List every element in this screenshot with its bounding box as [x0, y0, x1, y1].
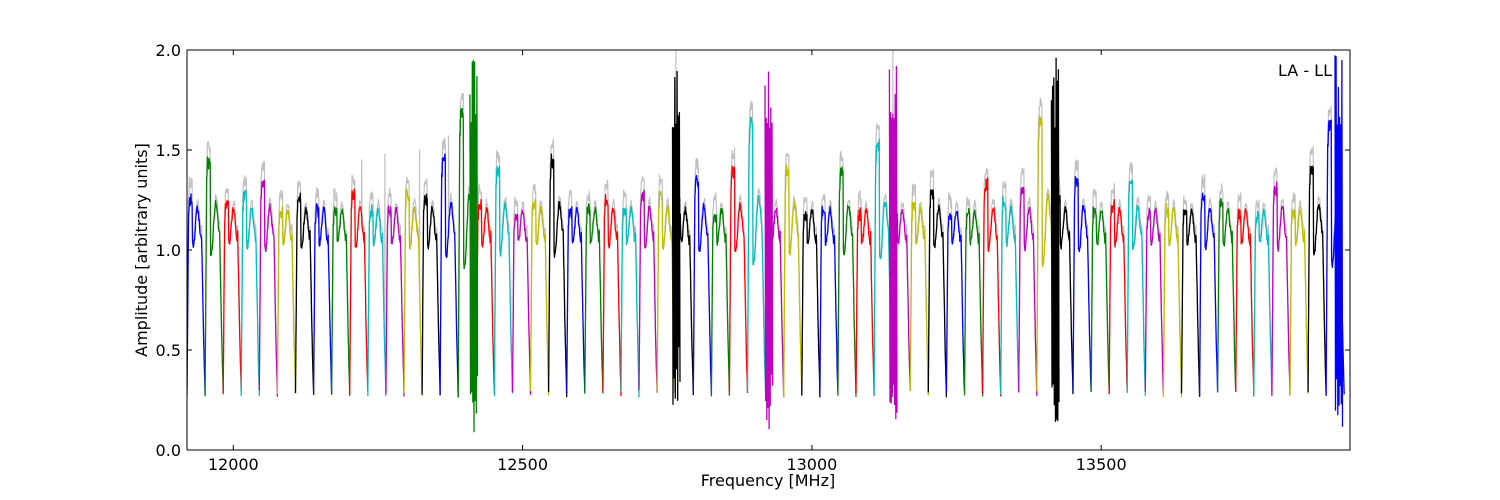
plot-area: [187, 50, 1345, 433]
channel-line-59: [1235, 208, 1255, 397]
y-tick-label: 1.5: [156, 141, 181, 160]
channel-line-7: [294, 192, 315, 394]
channel-line-14: [421, 193, 441, 396]
x-tick-label: 12000: [208, 455, 259, 474]
interference-spike-5: [1050, 57, 1060, 423]
channel-line-8: [312, 202, 333, 396]
channel-line-41: [909, 201, 929, 396]
x-tick-label: 13000: [786, 455, 837, 474]
channel-line-38: [855, 207, 875, 396]
channel-line-29: [692, 174, 713, 393]
channel-line-57: [1198, 192, 1219, 396]
y-tick-label: 0.0: [156, 441, 181, 460]
interference-spike-6: [1334, 55, 1344, 427]
channel-line-4: [240, 189, 260, 397]
channel-line-52: [1108, 198, 1128, 395]
channel-line-3: [222, 200, 242, 395]
interference-spike-1: [469, 59, 479, 433]
channel-line-12: [385, 205, 405, 397]
channel-line-22: [566, 205, 586, 395]
channel-line-62: [1289, 206, 1309, 396]
channel-line-42: [927, 189, 948, 398]
channel-line-11: [367, 204, 387, 396]
y-tick-label: 0.5: [156, 341, 181, 360]
channel-line-44: [963, 207, 984, 397]
channel-line-50: [1072, 176, 1092, 392]
channel-line-56: [1180, 208, 1201, 397]
interference-spike-3: [764, 71, 774, 430]
channel-line-5: [258, 179, 279, 397]
channel-line-32: [746, 116, 767, 392]
x-tick-label: 12500: [497, 455, 548, 474]
channel-line-6: [276, 205, 297, 395]
channel-line-55: [1162, 202, 1183, 398]
x-tick-label: 13500: [1076, 455, 1127, 474]
channel-line-47: [1018, 186, 1038, 396]
channel-line-18: [493, 165, 514, 397]
channel-line-35: [801, 208, 821, 398]
channel-line-36: [819, 205, 839, 396]
channel-line-19: [511, 209, 532, 395]
channel-line-46: [1000, 195, 1020, 395]
channel-line-21: [547, 153, 568, 398]
channel-line-54: [1144, 207, 1165, 394]
channel-line-26: [638, 189, 658, 393]
channel-line-37: [837, 166, 857, 397]
channel-line-24: [602, 194, 622, 397]
y-axis-label: Amplitude [arbitrary units]: [132, 143, 151, 357]
channel-line-63: [1307, 165, 1327, 395]
axis-ticks: 12000 12500 13000 13500 0.0 0.5 1.0 1.5 2.0: [156, 41, 1350, 474]
channel-line-23: [584, 203, 604, 394]
channel-line-9: [331, 206, 351, 396]
y-tick-label: 1.0: [156, 241, 181, 260]
channel-line-51: [1090, 206, 1110, 392]
channel-line-17: [475, 198, 496, 394]
channel-line-15: [439, 153, 459, 398]
channel-line-20: [529, 198, 550, 396]
channel-line-60: [1253, 208, 1273, 397]
channel-line-13: [403, 188, 423, 396]
y-tick-label: 2.0: [156, 41, 181, 60]
x-axis-label: Frequency [MHz]: [701, 471, 835, 490]
channel-line-30: [710, 207, 731, 397]
channel-line-43: [945, 210, 966, 393]
channel-line-31: [728, 165, 749, 394]
channel-line-10: [349, 188, 369, 395]
interference-spike-4: [888, 65, 898, 420]
corner-annotation: LA - LL: [1278, 61, 1332, 80]
channel-line-25: [620, 206, 640, 398]
interference-spike-2: [671, 70, 681, 405]
channel-line-2: [204, 156, 224, 397]
channel-line-61: [1271, 181, 1291, 396]
channel-line-34: [783, 164, 803, 398]
channel-line-45: [981, 177, 1002, 397]
channel-line-58: [1216, 198, 1237, 392]
channel-line-53: [1126, 179, 1146, 396]
channel-line-1: [187, 193, 206, 396]
